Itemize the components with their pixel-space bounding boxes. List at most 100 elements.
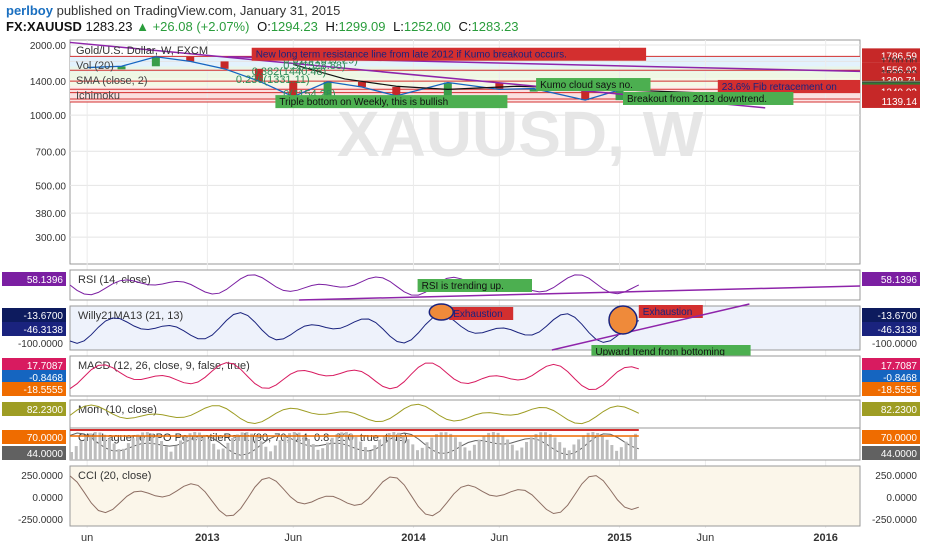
annotation: 23.6% Fib retracement on xyxy=(717,79,861,93)
candle xyxy=(357,81,366,88)
fib-zone xyxy=(70,89,860,101)
series-title: Gold/U.S. Dollar, W, FXCM xyxy=(76,45,208,57)
indicator-label: Vol (20) xyxy=(76,60,114,72)
histogram-bar xyxy=(482,435,486,460)
panel-value-left-text: 17.7087 xyxy=(27,361,64,372)
histogram-bar xyxy=(392,432,396,460)
annotation-text: Exhaustion xyxy=(643,307,692,318)
panel-value-right-bg xyxy=(862,382,920,396)
annotation-bg xyxy=(638,305,703,318)
histogram-bar xyxy=(325,442,329,460)
panel-value-right-text: 17.7087 xyxy=(881,361,918,372)
panel-value-left-text: 70.0000 xyxy=(27,433,64,444)
fib-zone xyxy=(70,66,860,73)
panel-value-right-bg xyxy=(862,370,920,384)
candle xyxy=(289,81,298,97)
panel-value-left-text: 82.2300 xyxy=(27,405,64,416)
histogram-bar xyxy=(145,432,149,460)
panel-title: CCI (20, close) xyxy=(78,470,151,482)
panel-value-left: 58.1396 xyxy=(2,272,66,286)
panel-value-right: -46.3138 xyxy=(862,322,920,336)
low-label: L: xyxy=(393,19,404,34)
oscillator-line xyxy=(69,274,640,296)
histogram-bar xyxy=(335,434,339,460)
up-triangle-icon: ▲ xyxy=(136,19,149,34)
histogram-bar xyxy=(600,435,604,460)
histogram-bar xyxy=(155,436,159,460)
histogram-bar xyxy=(463,447,467,460)
annotation-bg xyxy=(275,95,508,109)
symbol[interactable]: FX:XAUUSD xyxy=(6,19,82,34)
panel-value-left: 250.0000 xyxy=(21,471,63,482)
panel-value-right-text: 0.0000 xyxy=(886,493,917,504)
histogram-bar xyxy=(88,433,92,460)
annotation: New long term resistance line from late … xyxy=(251,47,647,61)
histogram-bar xyxy=(302,435,306,460)
indicator-panel xyxy=(69,355,861,397)
panel-value-left-bg xyxy=(2,370,66,384)
author-link[interactable]: perlboy xyxy=(6,3,53,18)
oscillator-line xyxy=(69,403,640,425)
fib-label: 0.236(1331.11) xyxy=(236,74,310,86)
panel-value-left-text: -250.0000 xyxy=(18,515,63,526)
annotation-bg xyxy=(417,279,532,292)
panel-value-right-bg xyxy=(862,308,920,322)
annotation-text: Exhaustion xyxy=(453,309,502,320)
time-tick-label: Jun xyxy=(490,532,508,544)
panel-value-left: 70.0000 xyxy=(2,430,66,444)
panel-value-left-text: 0.0000 xyxy=(32,493,63,504)
price-chart[interactable]: XAUUSD, W Gold/U.S. Dollar, W, FXCM Vol (2… xyxy=(0,38,932,550)
annotation-bg xyxy=(717,79,861,93)
candle xyxy=(220,61,229,69)
annotation: Triple bottom on Weekly, this is bullish xyxy=(275,95,508,109)
annotation-bg xyxy=(623,91,794,105)
time-axis xyxy=(70,528,860,546)
time-tick-label: Jun xyxy=(697,532,715,544)
annotation: Breakout from 2013 downtrend. xyxy=(623,91,794,105)
fib-zone xyxy=(70,72,860,79)
histogram-bar xyxy=(411,444,415,460)
histogram-bar xyxy=(250,433,254,460)
price-scale-label-text: 1786.59 xyxy=(881,51,918,62)
histogram-bar xyxy=(439,432,443,460)
histogram-bar xyxy=(330,437,334,460)
oscillator-line xyxy=(69,475,639,517)
panel-value-right-bg xyxy=(862,358,920,372)
candle xyxy=(392,87,401,96)
annotation-text: Upward trend from bottoming xyxy=(595,347,725,358)
histogram-bar xyxy=(359,441,363,460)
panel-value-left-text: -0.8468 xyxy=(29,373,63,384)
histogram-bar xyxy=(397,432,401,460)
low-value: 1252.00 xyxy=(403,19,451,34)
histogram-bar xyxy=(264,446,268,460)
histogram-bar xyxy=(226,442,230,460)
willy-trendline xyxy=(551,303,750,351)
histogram-bar xyxy=(453,437,457,460)
panel-value-left-text: -13.6700 xyxy=(24,311,64,322)
histogram-bar xyxy=(624,441,628,460)
time-tick-label: Jun xyxy=(284,532,302,544)
histogram-bar xyxy=(297,432,301,460)
histogram-bar xyxy=(487,432,491,460)
histogram-bar xyxy=(591,432,595,460)
indicator-label: Ichimoku xyxy=(76,90,120,102)
histogram-bar xyxy=(444,432,448,460)
panel-value-left-text: 58.1396 xyxy=(27,275,64,286)
panel-value-right-text: 44.0000 xyxy=(881,449,918,460)
panel-value-right: -100.0000 xyxy=(872,339,917,350)
histogram-bar xyxy=(477,439,481,460)
oscillator-line xyxy=(69,312,639,344)
histogram-bar xyxy=(525,441,529,460)
price-scale-label: 1786.59 xyxy=(862,48,920,63)
left-tick-label: 380.00 xyxy=(35,209,66,220)
panel-value-right: 44.0000 xyxy=(862,446,920,460)
annotation-bg xyxy=(251,47,647,61)
histogram-bar xyxy=(311,444,315,460)
panel-value-right: -13.6700 xyxy=(862,308,920,322)
histogram-bar xyxy=(307,438,310,460)
chart-header: perlboy published on TradingView.com, Ja… xyxy=(0,0,932,38)
histogram-bar xyxy=(349,433,353,460)
histogram-bar xyxy=(544,432,547,460)
histogram-bar xyxy=(84,436,88,460)
annotation-bg xyxy=(591,345,751,358)
